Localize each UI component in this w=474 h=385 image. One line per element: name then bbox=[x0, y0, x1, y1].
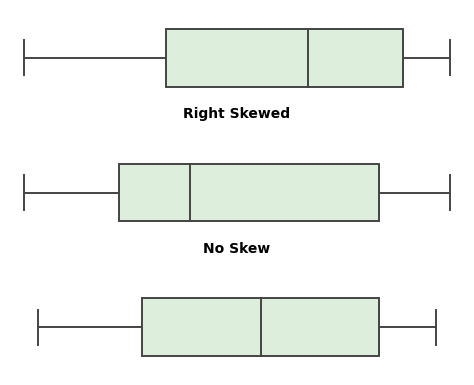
Bar bbox=[118, 164, 379, 221]
Text: No Skew: No Skew bbox=[203, 242, 271, 256]
Text: Right Skewed: Right Skewed bbox=[183, 107, 291, 121]
Bar bbox=[166, 29, 403, 87]
Bar bbox=[142, 298, 379, 356]
